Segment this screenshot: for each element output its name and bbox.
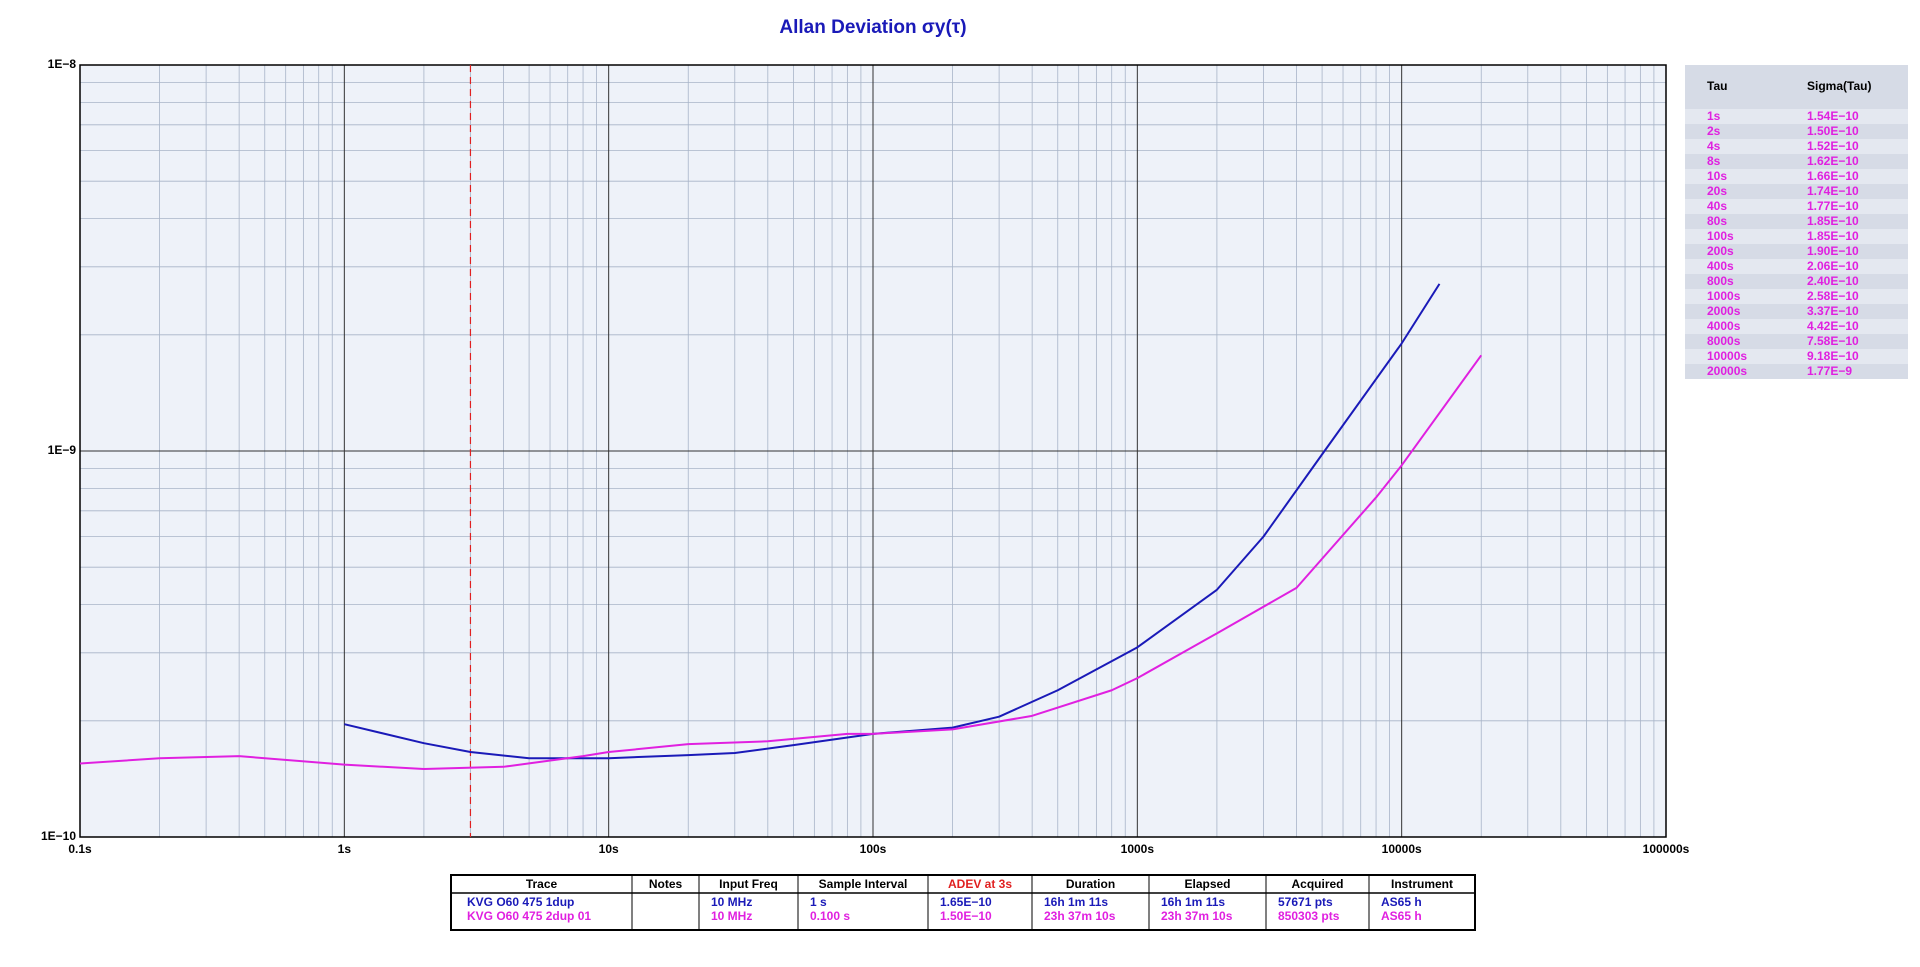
sigma-tau: 1000s — [1707, 289, 1741, 303]
sigma-table-header — [1685, 65, 1908, 109]
sigma-row — [1685, 199, 1908, 214]
sigma-value: 7.58E−10 — [1807, 334, 1859, 348]
sigma-value: 1.62E−10 — [1807, 154, 1859, 168]
sigma-row — [1685, 364, 1908, 379]
sigma-value: 3.37E−10 — [1807, 304, 1859, 318]
trace-header: Input Freq — [719, 877, 778, 891]
sigma-row — [1685, 154, 1908, 169]
sigma-value: 2.06E−10 — [1807, 259, 1859, 273]
sigma-row — [1685, 244, 1908, 259]
sigma-tau: 8s — [1707, 154, 1721, 168]
sigma-header: Tau — [1707, 79, 1727, 93]
y-tick-label: 1E−8 — [48, 57, 77, 71]
sigma-value: 1.52E−10 — [1807, 139, 1859, 153]
sigma-row — [1685, 304, 1908, 319]
sigma-tau: 800s — [1707, 274, 1734, 288]
sigma-tau: 1s — [1707, 109, 1721, 123]
trace-cell: 23h 37m 10s — [1161, 909, 1233, 923]
sigma-tau: 400s — [1707, 259, 1734, 273]
sigma-value: 1.77E−10 — [1807, 199, 1859, 213]
sigma-tau: 100s — [1707, 229, 1734, 243]
sigma-row — [1685, 139, 1908, 154]
sigma-row — [1685, 334, 1908, 349]
sigma-value: 1.77E−9 — [1807, 364, 1852, 378]
trace-header: ADEV at 3s — [948, 877, 1012, 891]
sigma-value: 9.18E−10 — [1807, 349, 1859, 363]
sigma-tau: 10s — [1707, 169, 1727, 183]
x-tick-label: 10000s — [1382, 842, 1422, 856]
trace-cell: 1.50E−10 — [940, 909, 992, 923]
sigma-value: 1.74E−10 — [1807, 184, 1859, 198]
trace-cell: 1 s — [810, 895, 827, 909]
sigma-value: 2.40E−10 — [1807, 274, 1859, 288]
sigma-header: Sigma(Tau) — [1807, 79, 1871, 93]
sigma-row — [1685, 109, 1908, 124]
sigma-row — [1685, 169, 1908, 184]
trace-header: Sample Interval — [819, 877, 908, 891]
trace-header: Duration — [1066, 877, 1115, 891]
trace-name: KVG O60 475 1dup — [467, 895, 574, 909]
sigma-tau: 2s — [1707, 124, 1721, 138]
sigma-tau: 10000s — [1707, 349, 1747, 363]
trace-cell: 850303 pts — [1278, 909, 1340, 923]
trace-cell: 23h 37m 10s — [1044, 909, 1116, 923]
sigma-value: 1.85E−10 — [1807, 229, 1859, 243]
trace-cell: AS65 h — [1381, 895, 1422, 909]
sigma-row — [1685, 259, 1908, 274]
x-tick-label: 1s — [338, 842, 352, 856]
sigma-row — [1685, 184, 1908, 199]
x-tick-label: 10s — [599, 842, 619, 856]
sigma-tau: 4000s — [1707, 319, 1741, 333]
trace-cell: 1.65E−10 — [940, 895, 992, 909]
sigma-value: 1.54E−10 — [1807, 109, 1859, 123]
sigma-tau: 80s — [1707, 214, 1727, 228]
sigma-row — [1685, 214, 1908, 229]
sigma-row — [1685, 124, 1908, 139]
sigma-row — [1685, 274, 1908, 289]
trace-header: Instrument — [1391, 877, 1453, 891]
trace-cell: 0.100 s — [810, 909, 850, 923]
trace-header: Acquired — [1291, 877, 1343, 891]
trace-cell: AS65 h — [1381, 909, 1422, 923]
sigma-value: 1.85E−10 — [1807, 214, 1859, 228]
sigma-row — [1685, 289, 1908, 304]
sigma-row — [1685, 349, 1908, 364]
sigma-value: 1.66E−10 — [1807, 169, 1859, 183]
sigma-row — [1685, 319, 1908, 334]
sigma-tau: 8000s — [1707, 334, 1741, 348]
x-tick-label: 1000s — [1121, 842, 1155, 856]
trace-header: Trace — [526, 877, 558, 891]
sigma-tau: 20s — [1707, 184, 1727, 198]
chart-title: Allan Deviation σy(τ) — [779, 17, 966, 38]
x-tick-label: 100000s — [1643, 842, 1690, 856]
sigma-tau: 40s — [1707, 199, 1727, 213]
sigma-row — [1685, 229, 1908, 244]
sigma-tau: 20000s — [1707, 364, 1747, 378]
x-tick-label: 0.1s — [68, 842, 92, 856]
sigma-value: 2.58E−10 — [1807, 289, 1859, 303]
trace-header: Notes — [649, 877, 683, 891]
plot-border — [79, 64, 1667, 838]
trace-cell: 16h 1m 11s — [1044, 895, 1108, 909]
sigma-value: 1.90E−10 — [1807, 244, 1859, 258]
trace-name: KVG O60 475 2dup 01 — [467, 909, 591, 923]
trace-cell: 16h 1m 11s — [1161, 895, 1225, 909]
sigma-value: 1.50E−10 — [1807, 124, 1859, 138]
series-line — [79, 354, 1483, 771]
y-tick-label: 1E−10 — [41, 829, 76, 843]
y-tick-label: 1E−9 — [48, 443, 77, 457]
sigma-value: 4.42E−10 — [1807, 319, 1859, 333]
trace-table — [450, 874, 1476, 931]
sigma-tau: 200s — [1707, 244, 1734, 258]
trace-cell: 10 MHz — [711, 895, 752, 909]
sigma-tau: 4s — [1707, 139, 1721, 153]
trace-cell: 10 MHz — [711, 909, 752, 923]
sigma-tau: 2000s — [1707, 304, 1741, 318]
trace-header: Elapsed — [1184, 877, 1230, 891]
trace-cell: 57671 pts — [1278, 895, 1333, 909]
x-tick-label: 100s — [860, 842, 887, 856]
